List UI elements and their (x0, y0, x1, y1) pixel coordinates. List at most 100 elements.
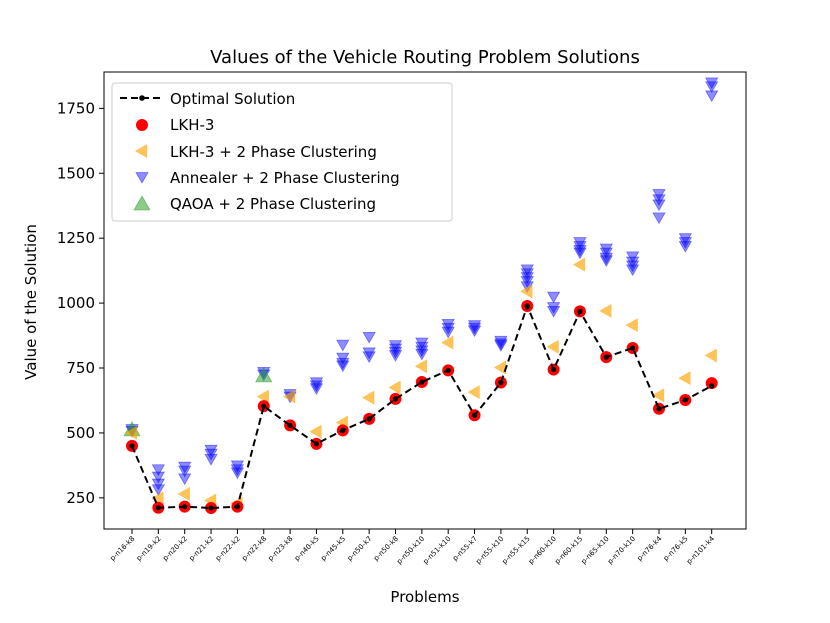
annealer-point (151, 478, 166, 491)
lkh3-clustering-point (678, 371, 691, 386)
legend-label-optimal: Optimal Solution (170, 90, 295, 108)
optimal-solution-point (287, 422, 293, 428)
annealer-point (573, 241, 587, 253)
axes-frame (103, 71, 747, 530)
annealer-point (599, 252, 613, 265)
y-tick-label: 750 (66, 359, 95, 377)
annealer-point (441, 326, 455, 339)
annealer-point (388, 347, 403, 359)
annealer-point (441, 318, 455, 331)
annealer-point (599, 243, 613, 256)
optimal-solution-point (577, 308, 583, 315)
legend-marker-qaoa (133, 195, 151, 211)
y-tick-label: 500 (66, 424, 95, 442)
optimal-solution-point (630, 345, 636, 351)
annealer-point (705, 77, 719, 90)
lkh3-clustering-point (177, 487, 190, 501)
x-axis-label: Problems (390, 588, 459, 606)
legend-label-qaoa: QAOA + 2 Phase Clustering (170, 195, 376, 213)
annealer-point (178, 465, 192, 478)
annealer-point (652, 189, 666, 201)
annealer-point (494, 335, 508, 348)
optimal-solution-point (366, 416, 372, 422)
legend-marker-lkh3 (136, 119, 148, 131)
annealer-point (178, 473, 192, 486)
y-tick-label: 1000 (57, 294, 95, 312)
optimal-solution-point (313, 441, 320, 447)
y-tick-label: 250 (66, 489, 95, 507)
optimal-solution-point (445, 367, 451, 373)
optimal-solution-line (131, 303, 713, 510)
optimal-solution-point (182, 504, 188, 510)
legend-label-lkh3-clustering: LKH-3 + 2 Phase Clustering (170, 143, 377, 161)
annealer-point (362, 347, 376, 360)
lkh3-clustering-point (704, 348, 717, 363)
legend-box (111, 82, 453, 222)
legend-marker-optimal-dot (139, 95, 145, 101)
annealer-point (415, 345, 429, 358)
y-axis-label: Value of the Solution (22, 224, 40, 380)
lkh3-clustering-point (362, 390, 375, 405)
annealer-point (230, 460, 245, 473)
annealer-point (573, 237, 587, 249)
optimal-solution-point (208, 505, 214, 511)
optimal-solution-point (603, 354, 609, 360)
lkh3-clustering-point (546, 339, 559, 354)
lkh3-clustering-point (599, 303, 612, 318)
lkh3-clustering-point (309, 424, 322, 439)
lkh3-clustering-point (151, 491, 164, 506)
lkh3-clustering-point (625, 318, 638, 333)
annealer-point (336, 339, 350, 352)
annealer-point (705, 90, 719, 103)
optimal-solution-point (682, 397, 688, 403)
lkh3-clustering-point (441, 335, 454, 350)
annealer-point (573, 244, 587, 257)
annealer-point (309, 383, 324, 396)
lkh3-clustering-point (124, 425, 138, 440)
annealer-point (415, 341, 429, 354)
qaoa-point (255, 366, 273, 383)
annealer-point (415, 348, 429, 361)
annealer-point (652, 199, 666, 212)
annealer-point (151, 471, 166, 484)
annealer-point (151, 484, 166, 497)
legend-label-annealer: Annealer + 2 Phase Clustering (170, 169, 400, 187)
optimal-solution-point (524, 303, 530, 309)
annealer-point (652, 194, 666, 207)
y-tick-label: 1250 (57, 229, 95, 247)
optimal-solution-point (551, 366, 557, 373)
annealer-point (494, 338, 508, 351)
annealer-point (625, 260, 640, 273)
annealer-point (388, 350, 403, 362)
annealer-point (178, 461, 192, 474)
annealer-point (599, 255, 613, 268)
optimal-solution-point (340, 427, 346, 433)
annealer-point (336, 352, 350, 365)
lkh3-clustering-point (651, 388, 665, 403)
annealer-point (573, 247, 587, 260)
annealer-point (230, 467, 245, 480)
optimal-solution-point (234, 504, 240, 510)
annealer-point (467, 325, 482, 338)
y-tick-label: 1750 (57, 99, 95, 117)
annealer-point (336, 360, 350, 373)
legend: Optimal Solution LKH-3 LKH-3 + 2 Phase C… (111, 82, 453, 222)
optimal-solution-point (498, 379, 504, 386)
legend-markers (120, 95, 162, 211)
annealer-point (309, 380, 324, 393)
annealer-point (625, 264, 640, 277)
lkh3-clustering-point (388, 380, 401, 395)
chart-title: Values of the Vehicle Routing Problem So… (210, 47, 640, 68)
annealer-point (652, 212, 666, 225)
plot-area (123, 77, 719, 514)
annealer-point (309, 377, 324, 390)
optimal-solution-point (392, 396, 399, 402)
annealer-point (520, 272, 534, 284)
annealer-point (362, 331, 376, 344)
optimal-solution-point (419, 379, 425, 385)
annealer-point (388, 340, 403, 352)
annealer-point (625, 251, 640, 264)
optimal-solution-point (656, 406, 662, 412)
annealer-point (678, 237, 693, 249)
lkh3-clustering-point (572, 257, 586, 272)
